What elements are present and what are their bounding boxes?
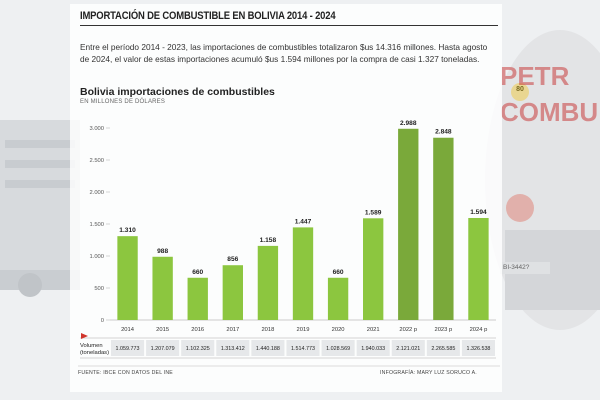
bar xyxy=(398,128,419,320)
y-tick-label: 1.000 xyxy=(89,254,104,260)
x-tick-label: 2024 p xyxy=(470,327,488,333)
volume-value: 1.326.538 xyxy=(466,346,490,352)
infographic-panel xyxy=(70,4,502,392)
x-tick-label: 2020 xyxy=(332,327,345,333)
volume-value: 1.102.325 xyxy=(186,346,210,352)
bar xyxy=(187,277,208,320)
data-label: 2.988 xyxy=(400,120,417,127)
bar xyxy=(468,217,489,320)
volume-cell xyxy=(181,340,215,356)
y-tick-label: 500 xyxy=(94,286,104,292)
data-label: 1.589 xyxy=(365,209,382,216)
data-label: 660 xyxy=(333,269,344,276)
y-tick-label: 0 xyxy=(101,318,104,324)
intro-paragraph: Entre el período 2014 - 2023, las import… xyxy=(80,42,488,64)
volume-cell xyxy=(146,340,180,356)
volume-value: 1.514.773 xyxy=(291,346,315,352)
volume-value: 1.313.412 xyxy=(221,346,245,352)
data-label: 1.310 xyxy=(119,227,136,234)
y-tick-label: 3.000 xyxy=(89,126,104,132)
volume-cell xyxy=(321,340,355,356)
data-label: 2.848 xyxy=(435,129,452,136)
volume-value: 1.028.569 xyxy=(326,346,350,352)
volume-value: 1.940.033 xyxy=(361,346,385,352)
truck-badge: 80 xyxy=(516,86,524,93)
x-tick-label: 2017 xyxy=(226,327,239,333)
headline: IMPORTACIÓN DE COMBUSTIBLE EN BOLIVIA 20… xyxy=(80,10,336,22)
volume-cell xyxy=(426,340,460,356)
chart-title: Bolivia importaciones de combustibles xyxy=(80,86,275,98)
volume-value: 2.265.585 xyxy=(431,346,455,352)
data-label: 856 xyxy=(227,256,238,263)
x-tick-label: 2023 p xyxy=(434,327,452,333)
volume-cell xyxy=(286,340,320,356)
volume-cell xyxy=(391,340,425,356)
truck-word-2: COMBU xyxy=(500,97,599,127)
volume-cell xyxy=(111,340,145,356)
bar xyxy=(222,265,243,320)
data-label: 660 xyxy=(192,269,203,276)
x-tick-label: 2021 xyxy=(367,327,380,333)
volume-cell xyxy=(461,340,495,356)
x-tick-label: 2016 xyxy=(191,327,204,333)
volume-value: 2.121.021 xyxy=(396,346,420,352)
chart-subtitle: EN MILLONES DE DÓLARES xyxy=(80,99,166,105)
volume-value: 1.440.188 xyxy=(256,346,280,352)
volume-marker-triangle xyxy=(81,333,88,339)
bar xyxy=(152,256,173,320)
volume-value: 1.059.773 xyxy=(116,346,140,352)
x-tick-label: 2014 xyxy=(121,327,135,333)
data-label: 1.594 xyxy=(470,209,487,216)
data-label: 1.447 xyxy=(295,218,312,225)
x-tick-label: 2022 p xyxy=(399,327,417,333)
bar xyxy=(327,277,349,320)
volume-value: 1.207.079 xyxy=(151,346,175,352)
x-tick-label: 2019 xyxy=(297,327,310,333)
truck-branding: PETR COMBU xyxy=(500,58,598,130)
source-note: FUENTE: IBCE CON DATOS DEL INE xyxy=(78,370,173,376)
bar xyxy=(257,245,279,320)
y-tick-label: 1.500 xyxy=(89,222,104,228)
truck-word-1: PETR xyxy=(500,61,570,91)
bar xyxy=(433,137,454,320)
x-tick-label: 2018 xyxy=(261,327,274,333)
x-tick-label: 2015 xyxy=(156,327,169,333)
y-tick-label: 2.500 xyxy=(89,158,104,164)
bar xyxy=(363,218,384,320)
volume-cell xyxy=(216,340,250,356)
infographic-credit: INFOGRAFÍA: MARY LUZ SORUCO A. xyxy=(380,370,477,376)
data-label: 988 xyxy=(157,248,168,255)
volume-cell xyxy=(251,340,285,356)
data-label: 1.158 xyxy=(260,237,277,244)
license-plate: BI-3442? xyxy=(503,264,530,271)
bar xyxy=(292,227,314,320)
bar xyxy=(117,236,138,320)
volume-cell xyxy=(356,340,390,356)
y-tick-label: 2.000 xyxy=(89,190,104,196)
volume-row-label: Volumen (toneladas) xyxy=(80,343,110,356)
headline-rule xyxy=(80,25,498,26)
